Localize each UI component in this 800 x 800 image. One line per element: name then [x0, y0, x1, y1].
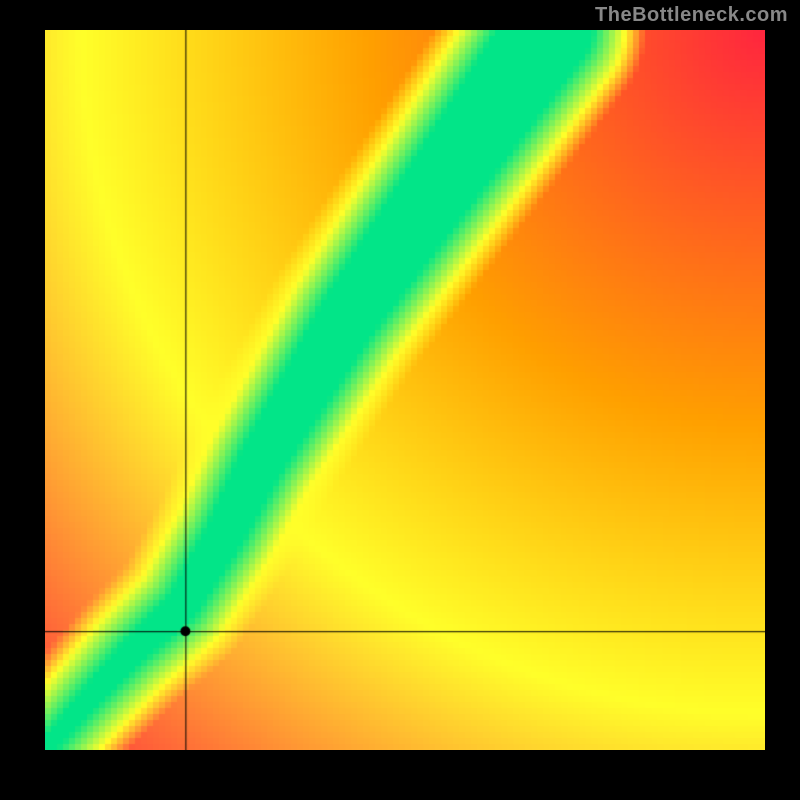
heatmap-canvas: [45, 30, 765, 750]
heatmap-plot: [45, 30, 765, 750]
chart-container: TheBottleneck.com: [0, 0, 800, 800]
attribution-label: TheBottleneck.com: [595, 4, 788, 27]
